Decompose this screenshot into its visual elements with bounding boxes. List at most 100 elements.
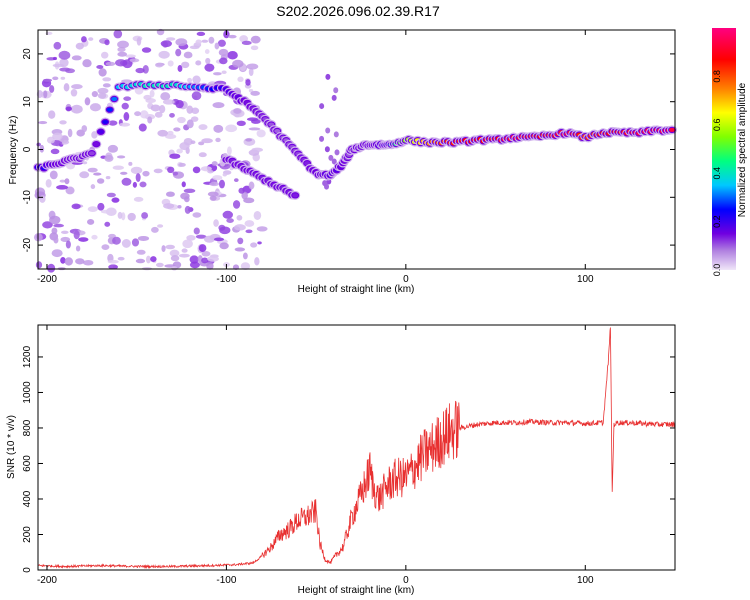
noise-speckle — [257, 241, 262, 245]
noise-speckle — [121, 177, 132, 186]
noise-speckle — [53, 223, 64, 228]
noise-speckle — [135, 173, 141, 182]
noise-speckle — [182, 239, 193, 249]
lower-branch-core — [292, 193, 299, 198]
noise-speckle — [87, 206, 98, 213]
noise-speckle — [204, 49, 210, 55]
noise-speckle — [39, 195, 46, 203]
noise-speckle — [212, 175, 223, 181]
ridge-core — [93, 142, 100, 147]
noise-speckle — [117, 51, 128, 57]
noise-speckle — [134, 111, 142, 117]
noise-speckle — [191, 107, 200, 114]
x-tick-label: -200 — [37, 575, 57, 586]
noise-speckle — [96, 65, 104, 70]
noise-speckle — [244, 220, 255, 227]
noise-speckle — [113, 29, 123, 39]
noise-speckle — [196, 31, 206, 36]
noise-speckle — [234, 247, 246, 252]
noise-speckle — [47, 263, 56, 273]
noise-speckle — [59, 120, 67, 125]
snr-x-axis: -200 -100 0 100 — [37, 325, 594, 586]
noise-speckle — [59, 67, 71, 72]
noise-speckle — [177, 116, 186, 124]
noise-speckle — [250, 242, 258, 248]
noise-speckle — [241, 191, 248, 200]
noise-speckle — [35, 261, 43, 269]
noise-speckle — [242, 252, 248, 260]
noise-speckle — [93, 172, 102, 176]
noise-speckle — [117, 256, 125, 261]
noise-speckle — [333, 131, 339, 138]
noise-speckle — [141, 47, 152, 53]
noise-speckle — [256, 226, 268, 232]
noise-speckle — [228, 34, 237, 39]
noise-speckle — [222, 210, 233, 219]
noise-speckle — [135, 258, 146, 264]
noise-speckle — [127, 212, 136, 221]
noise-speckle — [133, 196, 144, 202]
noise-speckle — [209, 195, 217, 201]
noise-speckle — [325, 73, 331, 80]
noise-speckle — [195, 234, 207, 239]
noise-speckle — [90, 184, 96, 190]
noise-speckle — [52, 56, 58, 61]
noise-speckle — [187, 77, 193, 83]
snr-y-label: SNR (10 * v/v) — [6, 415, 17, 479]
noise-speckle — [319, 103, 325, 110]
noise-speckle — [125, 54, 136, 58]
noise-speckle — [213, 124, 224, 133]
noise-speckle — [164, 133, 177, 140]
noise-speckle — [102, 83, 111, 88]
noise-speckle — [73, 230, 80, 240]
noise-speckle — [107, 259, 119, 264]
x-tick-label: -100 — [216, 575, 236, 586]
noise-speckle — [117, 47, 126, 53]
noise-speckle — [198, 124, 208, 130]
noise-speckle — [39, 144, 45, 153]
y-tick-label: 10 — [22, 96, 33, 108]
noise-speckle — [237, 237, 244, 245]
noise-speckle — [165, 191, 175, 197]
noise-speckle — [191, 91, 202, 101]
snr-x-label: Height of straight line (km) — [298, 585, 415, 596]
noise-speckle — [64, 257, 73, 266]
noise-speckle — [222, 173, 227, 177]
snr-frame — [37, 324, 676, 571]
noise-speckle — [201, 257, 209, 264]
noise-speckle — [91, 90, 99, 98]
noise-speckle — [161, 245, 166, 253]
noise-speckle — [167, 166, 175, 174]
noise-speckle — [201, 251, 211, 257]
noise-speckle — [219, 226, 231, 235]
noise-speckle — [75, 42, 84, 50]
x-tick-label: 100 — [577, 274, 594, 285]
noise-speckle — [172, 171, 179, 176]
noise-speckle — [112, 236, 121, 245]
noise-speckle — [84, 97, 91, 106]
noise-speckle — [97, 202, 105, 211]
noise-speckle — [333, 87, 339, 94]
noise-speckle — [82, 161, 88, 165]
noise-speckle — [155, 262, 164, 268]
noise-speckle — [117, 40, 129, 49]
ridge-core — [97, 129, 104, 134]
noise-speckle — [65, 106, 72, 112]
noise-speckle — [64, 178, 70, 185]
noise-speckle — [160, 92, 171, 101]
noise-speckle — [207, 191, 219, 197]
noise-speckle — [147, 116, 153, 124]
noise-speckle — [105, 175, 111, 180]
noise-speckle — [100, 209, 113, 214]
snr-background — [38, 325, 675, 570]
noise-speckle — [208, 36, 215, 44]
noise-speckle — [139, 110, 149, 119]
y-tick-label: 600 — [22, 455, 33, 472]
noise-speckle — [218, 179, 225, 189]
noise-speckle — [212, 102, 225, 109]
noise-speckle — [118, 122, 131, 127]
snr-marks — [37, 327, 676, 570]
noise-speckle — [319, 135, 325, 142]
noise-speckle — [189, 255, 199, 264]
